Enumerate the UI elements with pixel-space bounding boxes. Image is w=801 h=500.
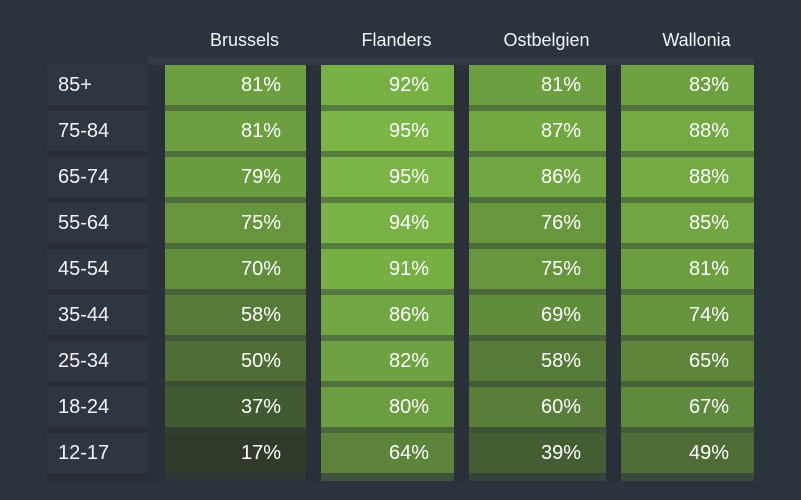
row-gap-divider [165,197,306,203]
row-gap-divider [469,427,606,433]
row-gap-divider [321,335,454,341]
heatmap-cell-ostbelgien-18-24: 60% [469,387,606,427]
row-label: 65-74 [47,157,148,197]
heatmap-cell-wallonia-35-44: 74% [621,295,754,335]
row-gap-divider [165,105,306,111]
heatmap-cell-flanders-18-24: 80% [321,387,454,427]
row-gap-divider [321,151,454,157]
row-gap-divider [621,289,754,295]
heatmap-cell-flanders-25-34: 82% [321,341,454,381]
row-label: 45-54 [47,249,148,289]
row-gap-divider [321,381,454,387]
row-label: 55-64 [47,203,148,243]
row-gap-divider [165,427,306,433]
heatmap-cell-brussels-75-84: 81% [165,111,306,151]
heatmap-cell-wallonia-18-24: 67% [621,387,754,427]
heatmap-cell-flanders-85+: 92% [321,65,454,105]
heatmap-cell-brussels-12-17: 17% [165,433,306,473]
heatmap-cell-brussels-45-54: 70% [165,249,306,289]
heatmap-cell-flanders-55-64: 94% [321,203,454,243]
heatmap-cell-brussels-55-64: 75% [165,203,306,243]
row-label-gap [47,427,148,433]
column-header-ostbelgien: Ostbelgien [503,30,590,50]
heatmap-cell-brussels-35-44: 58% [165,295,306,335]
row-gap-divider [469,289,606,295]
row-gap-divider [469,335,606,341]
heatmap-cell-wallonia-25-34: 65% [621,341,754,381]
heatmap-cell-flanders-45-54: 91% [321,249,454,289]
row-gap-divider [321,427,454,433]
heatmap-cell-ostbelgien-65-74: 86% [469,157,606,197]
row-label: 75-84 [47,111,148,151]
row-gap-divider [621,105,754,111]
heatmap-cell-flanders-35-44: 86% [321,295,454,335]
row-gap-divider [469,105,606,111]
row-gap-divider [469,381,606,387]
heatmap-cell-wallonia-65-74: 88% [621,157,754,197]
row-label-gap [47,105,148,111]
heatmap-cell-ostbelgien-25-34: 58% [469,341,606,381]
row-label-gap [47,243,148,249]
row-label: 35-44 [47,295,148,335]
heatmap-cell-wallonia-12-17: 49% [621,433,754,473]
row-gap-divider [469,473,606,481]
row-gap-divider [321,197,454,203]
heatmap-cell-flanders-75-84: 95% [321,111,454,151]
row-label: 25-34 [47,341,148,381]
heatmap-cell-wallonia-85+: 83% [621,65,754,105]
heatmap-cell-ostbelgien-12-17: 39% [469,433,606,473]
row-label-gap [47,381,148,387]
heatmap-cell-ostbelgien-55-64: 76% [469,203,606,243]
row-gap-divider [469,197,606,203]
heatmap-cell-ostbelgien-45-54: 75% [469,249,606,289]
row-label-gap [47,473,148,481]
row-gap-divider [621,197,754,203]
heatmap-cell-wallonia-75-84: 88% [621,111,754,151]
row-gap-divider [321,289,454,295]
heatmap-cell-brussels-85+: 81% [165,65,306,105]
heatmap-cell-flanders-65-74: 95% [321,157,454,197]
row-gap-divider [165,473,306,481]
heatmap-cell-brussels-18-24: 37% [165,387,306,427]
heatmap-cell-ostbelgien-75-84: 87% [469,111,606,151]
row-gap-divider [469,151,606,157]
row-label: 18-24 [47,387,148,427]
heatmap-cell-wallonia-55-64: 85% [621,203,754,243]
heatmap-cell-brussels-25-34: 50% [165,341,306,381]
heatmap-cell-ostbelgien-35-44: 69% [469,295,606,335]
table-top-strip [148,57,754,65]
column-header-flanders: Flanders [361,30,432,50]
heatmap-cell-wallonia-45-54: 81% [621,249,754,289]
column-header-wallonia: Wallonia [662,30,731,50]
row-label-gap [47,151,148,157]
row-gap-divider [621,381,754,387]
row-label: 85+ [47,65,148,105]
row-label-gap [47,197,148,203]
row-gap-divider [321,105,454,111]
row-label: 12-17 [47,433,148,473]
row-gap-divider [621,151,754,157]
heatmap-cell-brussels-65-74: 79% [165,157,306,197]
row-gap-divider [469,243,606,249]
row-gap-divider [621,243,754,249]
row-gap-divider [165,151,306,157]
row-gap-divider [621,335,754,341]
row-label-gap [47,289,148,295]
heatmap-cell-ostbelgien-85+: 81% [469,65,606,105]
row-gap-divider [165,243,306,249]
row-gap-divider [165,381,306,387]
row-gap-divider [321,473,454,481]
heatmap-cell-flanders-12-17: 64% [321,433,454,473]
column-header-brussels: Brussels [209,30,280,50]
row-gap-divider [321,243,454,249]
row-gap-divider [621,473,754,481]
row-gap-divider [165,335,306,341]
row-label-gap [47,335,148,341]
row-gap-divider [621,427,754,433]
row-gap-divider [165,289,306,295]
